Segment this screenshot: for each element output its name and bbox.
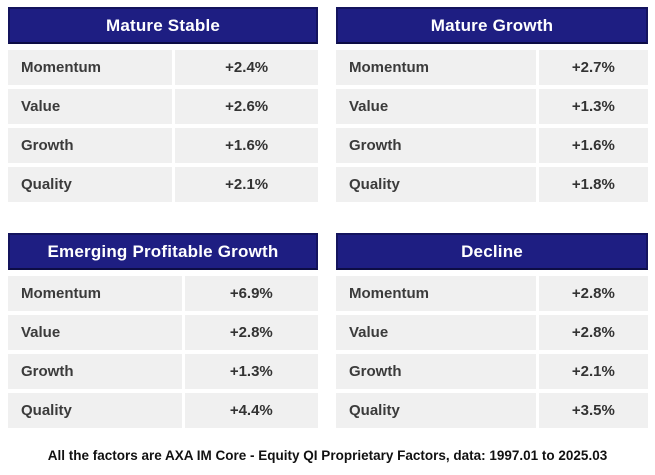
table-row: Growth +1.3% [8,354,318,389]
table-row: Momentum +2.4% [8,50,318,85]
factor-value: +1.6% [175,128,318,163]
table-title: Mature Growth [336,7,648,44]
table-row: Value +2.6% [8,89,318,124]
factor-label: Momentum [8,50,173,85]
factor-value: +2.8% [184,315,318,350]
factor-value: +2.6% [175,89,318,124]
table-row: Value +2.8% [8,315,318,350]
factor-label: Value [8,315,182,350]
factor-value: +2.8% [538,315,648,350]
table-row: Growth +1.6% [8,128,318,163]
table-row: Quality +2.1% [8,167,318,202]
factor-label: Momentum [336,50,536,85]
factor-value: +1.6% [538,128,648,163]
table-row: Quality +1.8% [336,167,648,202]
table-mature-stable: Mature Stable Momentum +2.4% Value +2.6%… [8,7,318,202]
table-title: Mature Stable [8,7,318,44]
factor-label: Growth [8,128,173,163]
factor-value: +2.8% [538,276,648,311]
table-emerging-profitable-growth: Emerging Profitable Growth Momentum +6.9… [8,233,318,428]
factor-label: Quality [336,167,536,202]
table-row: Value +1.3% [336,89,648,124]
table-row: Growth +2.1% [336,354,648,389]
table-row: Growth +1.6% [336,128,648,163]
factor-value: +4.4% [184,393,318,428]
table-row: Quality +4.4% [8,393,318,428]
factor-value: +6.9% [184,276,318,311]
table-mature-growth: Mature Growth Momentum +2.7% Value +1.3%… [336,7,648,202]
factor-value: +3.5% [538,393,648,428]
source-footnote: All the factors are AXA IM Core - Equity… [47,448,608,463]
factor-label: Quality [336,393,536,428]
factor-label: Momentum [336,276,536,311]
table-decline: Decline Momentum +2.8% Value +2.8% Growt… [336,233,648,428]
factor-label: Growth [336,354,536,389]
table-row: Momentum +2.8% [336,276,648,311]
factor-value: +2.4% [175,50,318,85]
factor-value: +1.8% [538,167,648,202]
factor-value: +1.3% [538,89,648,124]
factor-label: Quality [8,167,173,202]
table-row: Value +2.8% [336,315,648,350]
table-row: Quality +3.5% [336,393,648,428]
factor-value: +2.1% [175,167,318,202]
factor-label: Growth [8,354,182,389]
factor-label: Growth [336,128,536,163]
factor-label: Value [336,315,536,350]
factor-label: Value [8,89,173,124]
factor-label: Quality [8,393,182,428]
factor-value: +2.7% [538,50,648,85]
factor-label: Momentum [8,276,182,311]
factor-value: +1.3% [184,354,318,389]
table-title: Emerging Profitable Growth [8,233,318,270]
table-row: Momentum +2.7% [336,50,648,85]
table-row: Momentum +6.9% [8,276,318,311]
factor-value: +2.1% [538,354,648,389]
table-title: Decline [336,233,648,270]
factor-label: Value [336,89,536,124]
